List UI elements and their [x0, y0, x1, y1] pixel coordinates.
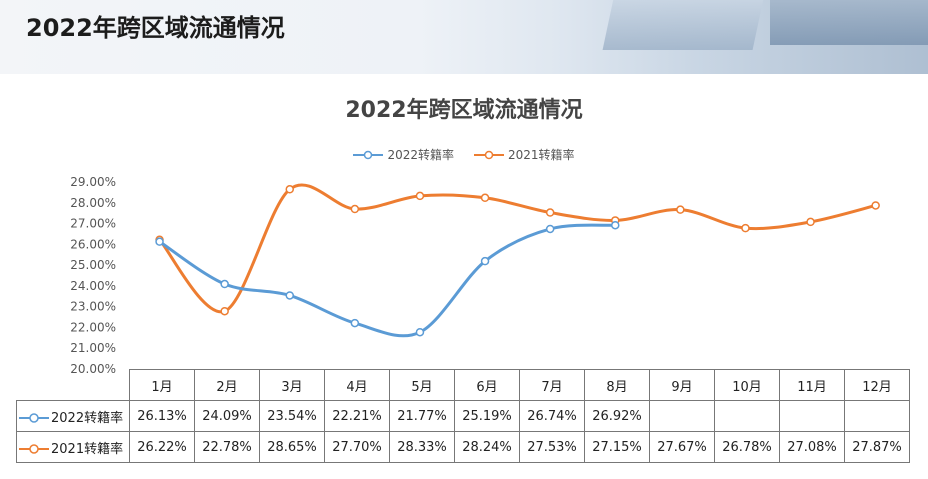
series-points	[155, 185, 880, 337]
legend: 2022转籍率 2021转籍率	[0, 146, 928, 163]
row-key-2021-icon	[19, 444, 49, 454]
month-header: 4月	[324, 369, 390, 401]
table-cell-2021: 27.08%	[779, 431, 845, 463]
data-point[interactable]	[611, 220, 620, 230]
row-key-2022-icon	[19, 413, 49, 423]
y-tick-label: 28.00%	[70, 196, 116, 210]
series-line-2022转籍率	[158, 223, 616, 338]
table-cell-2022	[779, 400, 845, 432]
data-point[interactable]	[871, 201, 880, 210]
table-cell-2021: 27.53%	[519, 431, 585, 463]
table-cell-2022	[649, 400, 715, 432]
data-point[interactable]	[350, 204, 360, 214]
y-tick-label: 29.00%	[70, 175, 116, 189]
data-point[interactable]	[350, 318, 360, 328]
table-cell-2021: 28.33%	[389, 431, 455, 463]
data-point[interactable]	[741, 223, 750, 233]
data-point[interactable]	[220, 279, 229, 289]
table-cell-2021: 22.78%	[194, 431, 260, 463]
month-header: 3月	[259, 369, 325, 401]
data-point[interactable]	[676, 205, 685, 214]
data-point[interactable]	[155, 237, 164, 246]
legend-label-2021: 2021转籍率	[508, 148, 575, 162]
y-axis: 20.00% 21.00% 22.00% 23.00% 24.00% 25.00% 26.0…	[70, 175, 116, 376]
data-point[interactable]	[480, 193, 490, 203]
data-point[interactable]	[480, 256, 490, 266]
month-header: 12月	[844, 369, 910, 401]
y-tick-label: 22.00%	[70, 320, 116, 334]
table-cell-2022	[714, 400, 780, 432]
table-corner	[17, 370, 130, 401]
y-tick-label: 20.00%	[70, 362, 116, 376]
data-point[interactable]	[545, 224, 555, 234]
chart-title: 2022年跨区域流通情况	[345, 98, 583, 123]
data-point[interactable]	[220, 306, 229, 316]
data-point[interactable]	[415, 191, 425, 201]
data-point[interactable]	[545, 208, 555, 217]
month-header: 6月	[454, 369, 520, 401]
data-point[interactable]	[285, 291, 294, 300]
table-cell-2021: 27.67%	[649, 431, 715, 463]
table-cell-2022: 25.19%	[454, 400, 520, 432]
header-banner: 2022年跨区域流通情况	[0, 0, 928, 74]
y-tick-label: 24.00%	[70, 279, 116, 293]
month-header: 2月	[194, 369, 260, 401]
row-label-text: 2021转籍率	[51, 441, 124, 457]
y-tick-label: 26.00%	[70, 237, 116, 251]
legend-item-2022[interactable]: 2022转籍率	[353, 146, 454, 163]
table-cell-2022	[844, 400, 910, 432]
table-cell-2021: 26.22%	[129, 431, 195, 463]
table-cell-2021: 27.87%	[844, 431, 910, 463]
table-cell-2021: 27.15%	[584, 431, 650, 463]
month-header: 9月	[649, 369, 715, 401]
month-header: 8月	[584, 369, 650, 401]
banner-decoration	[770, 0, 928, 45]
table-cell-2021: 26.78%	[714, 431, 780, 463]
data-point[interactable]	[285, 185, 294, 194]
y-tick-label: 23.00%	[70, 300, 116, 314]
month-header: 10月	[714, 369, 780, 401]
page-title: 2022年跨区域流通情况	[26, 14, 285, 42]
legend-item-2021[interactable]: 2021转籍率	[474, 146, 575, 163]
table-cell-2022: 26.92%	[584, 400, 650, 432]
legend-marker-2021-icon	[474, 150, 504, 159]
data-point[interactable]	[415, 327, 425, 337]
row-label-2022: 2022转籍率	[16, 400, 130, 432]
data-point[interactable]	[806, 217, 815, 227]
table-cell-2022: 22.21%	[324, 400, 390, 432]
month-header: 7月	[519, 369, 585, 401]
row-label-2021: 2021转籍率	[16, 431, 130, 463]
month-header: 5月	[389, 369, 455, 401]
data-table: 1月 2月 3月 4月 5月 6月 7月 8月 9月 10月 11月 12月 2…	[16, 369, 910, 463]
table-cell-2022: 26.74%	[519, 400, 585, 432]
table-cell-2022: 24.09%	[194, 400, 260, 432]
y-tick-label: 25.00%	[70, 258, 116, 272]
y-tick-label: 21.00%	[70, 341, 116, 355]
series-lines	[158, 183, 877, 338]
table-cell-2021: 28.65%	[259, 431, 325, 463]
y-tick-label: 27.00%	[70, 217, 116, 231]
legend-marker-2022-icon	[353, 150, 384, 159]
legend-label-2022: 2022转籍率	[387, 148, 454, 162]
row-label-text: 2022转籍率	[51, 410, 124, 426]
month-header: 1月	[129, 369, 195, 401]
table-row-2021: 2021转籍率 26.22% 22.78% 28.65% 27.70% 28.3…	[16, 431, 910, 463]
month-header: 11月	[779, 369, 845, 401]
table-cell-2021: 28.24%	[454, 431, 520, 463]
table-cell-2022: 23.54%	[259, 400, 325, 432]
table-cell-2021: 27.70%	[324, 431, 390, 463]
table-row-2022: 2022转籍率 26.13% 24.09% 23.54% 22.21% 21.7…	[16, 400, 910, 432]
table-cell-2022: 21.77%	[389, 400, 455, 432]
table-cell-2022: 26.13%	[129, 400, 195, 432]
table-header-row: 1月 2月 3月 4月 5月 6月 7月 8月 9月 10月 11月 12月	[17, 369, 910, 401]
